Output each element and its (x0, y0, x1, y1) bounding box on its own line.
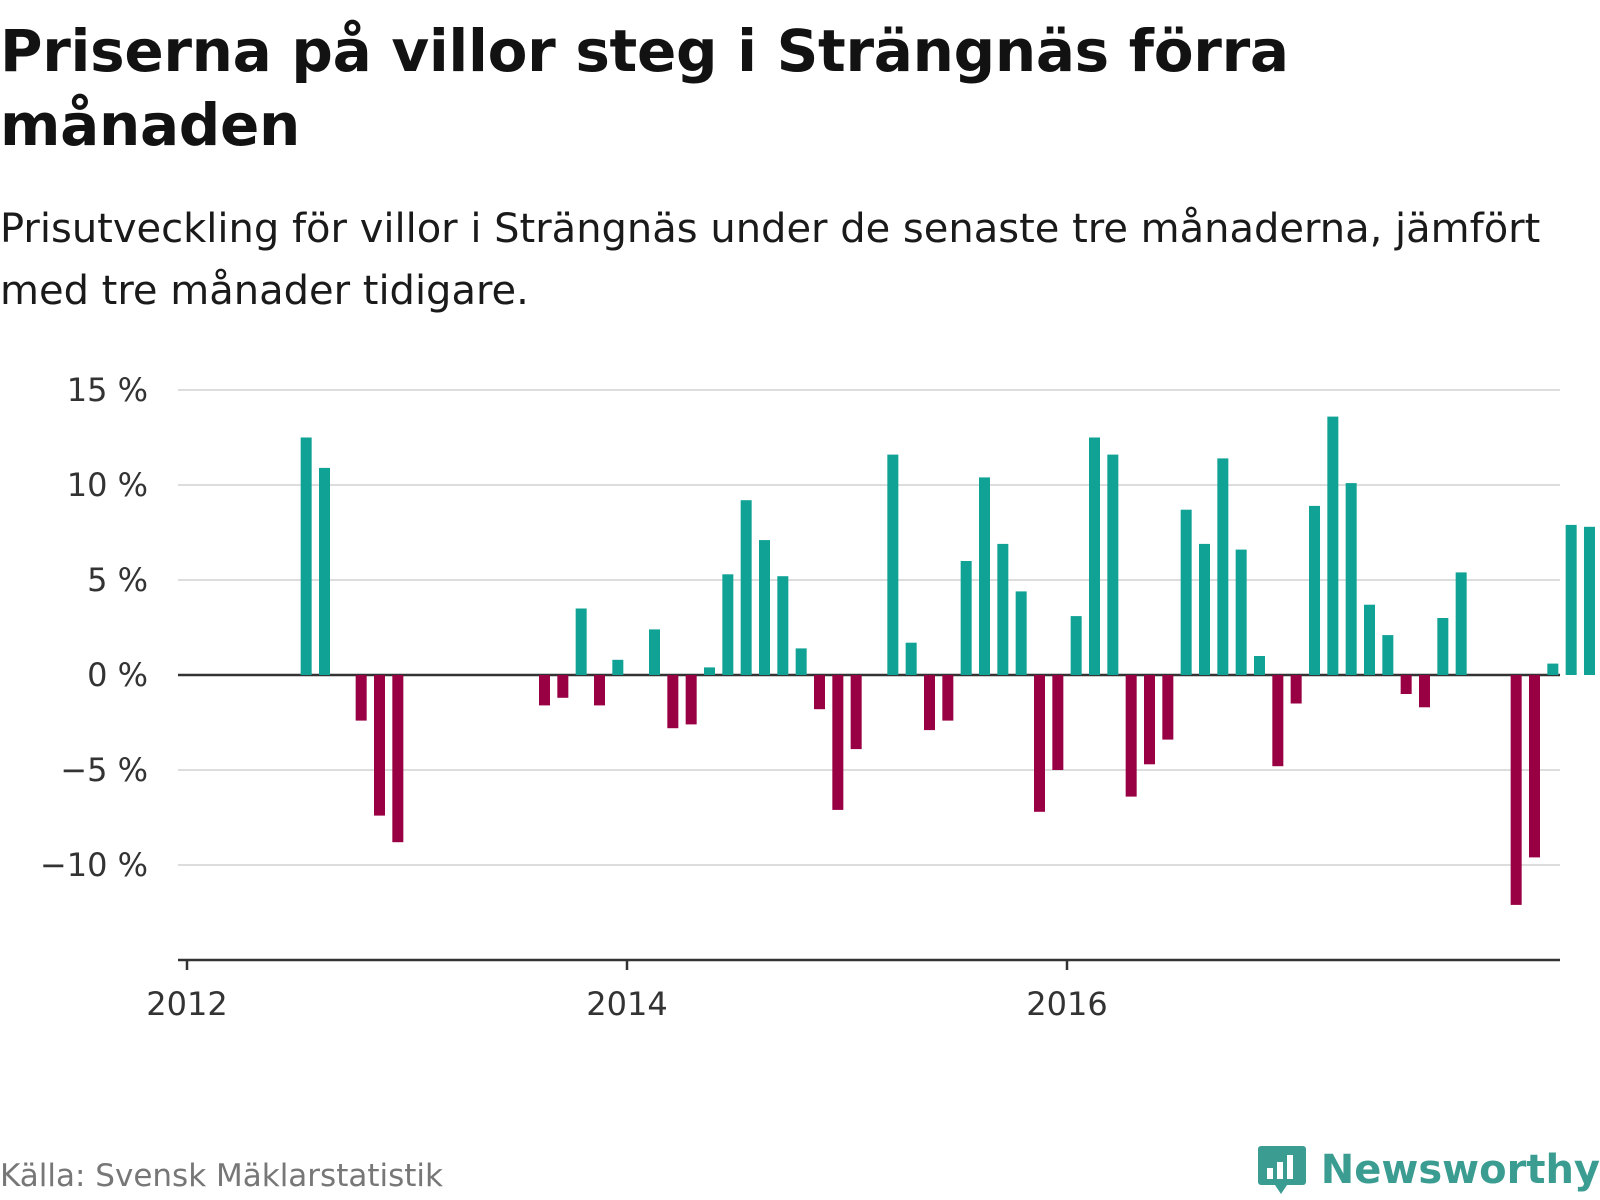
bar (905, 642, 917, 675)
bar (1309, 505, 1320, 675)
bar (1107, 454, 1119, 675)
bar (1052, 675, 1064, 770)
brand-name: Newsworthy (1320, 1147, 1600, 1193)
bar (355, 675, 367, 721)
bar (979, 477, 990, 675)
bar (740, 500, 752, 675)
y-tick-label: −10 % (40, 846, 148, 884)
bar (832, 675, 844, 810)
bars (300, 416, 1595, 905)
bar (1199, 543, 1210, 675)
bar (924, 675, 935, 731)
bar (594, 675, 605, 706)
y-tick-label: 15 % (67, 371, 148, 409)
gridlines (178, 389, 1560, 866)
bar (1089, 437, 1100, 675)
x-tick-label: 2014 (586, 985, 667, 1023)
bar (319, 467, 330, 675)
bar (685, 675, 697, 725)
bar (1584, 526, 1595, 675)
chart-subtitle: Prisutveckling för villor i Strängnäs un… (0, 206, 1541, 314)
bar (1235, 549, 1247, 675)
y-tick-label: 5 % (87, 561, 148, 599)
bar (1565, 524, 1577, 675)
newsworthy-logo-icon (1257, 1146, 1306, 1194)
bar (960, 561, 972, 675)
bar (667, 675, 679, 729)
bar (850, 675, 862, 750)
bar (1364, 604, 1375, 675)
bar (575, 608, 587, 675)
bar (612, 659, 624, 675)
x-tick-label: 2012 (146, 985, 227, 1023)
y-axis-labels: 15 % 10 % 5 % 0 % −5 % −10 % (40, 371, 148, 884)
bar (1070, 616, 1082, 675)
source-note: Källa: Svensk Mäklarstatistik (0, 1158, 443, 1194)
bar (1272, 675, 1284, 767)
bar (300, 437, 312, 675)
bar (1125, 675, 1137, 797)
bar (1162, 675, 1174, 740)
bar (374, 675, 385, 816)
chart-title: Priserna på villor steg i Strängnäs förr… (0, 17, 1289, 159)
bar (1455, 572, 1467, 675)
bar (887, 454, 899, 675)
bar (997, 543, 1009, 675)
x-tick-label: 2016 (1026, 985, 1107, 1023)
bar-chart: 15 %10 %5 %0 %−5 %−10 % 2012201420162019… (40, 371, 1595, 1023)
brand: Newsworthy (1257, 1140, 1600, 1200)
bar (1437, 618, 1449, 675)
bar (722, 574, 734, 675)
bar (1382, 635, 1394, 675)
bar (814, 675, 825, 710)
bar (1345, 483, 1357, 675)
bar (1290, 675, 1302, 704)
bar (1529, 675, 1540, 858)
bar (777, 576, 789, 675)
bar (1015, 591, 1027, 675)
bar (539, 675, 550, 706)
bar (1327, 416, 1339, 675)
bar (704, 667, 715, 675)
bar (1419, 675, 1430, 708)
bar (795, 648, 807, 675)
bar (1510, 675, 1522, 905)
y-tick-label: 0 % (87, 656, 148, 694)
bar (392, 675, 404, 843)
y-tick-label: −5 % (60, 751, 148, 789)
bar (1180, 509, 1192, 675)
bar (649, 629, 660, 675)
y-tick-label: 10 % (67, 466, 148, 504)
bar (1400, 675, 1412, 694)
bar (759, 540, 770, 675)
bar (1034, 675, 1045, 812)
bar (1217, 458, 1229, 675)
bar (1254, 656, 1265, 675)
bar (1547, 663, 1559, 675)
bar (557, 675, 569, 698)
bar (1144, 675, 1155, 765)
x-axis: 201220142016201920212023 (146, 958, 1560, 1023)
bar (942, 675, 954, 721)
